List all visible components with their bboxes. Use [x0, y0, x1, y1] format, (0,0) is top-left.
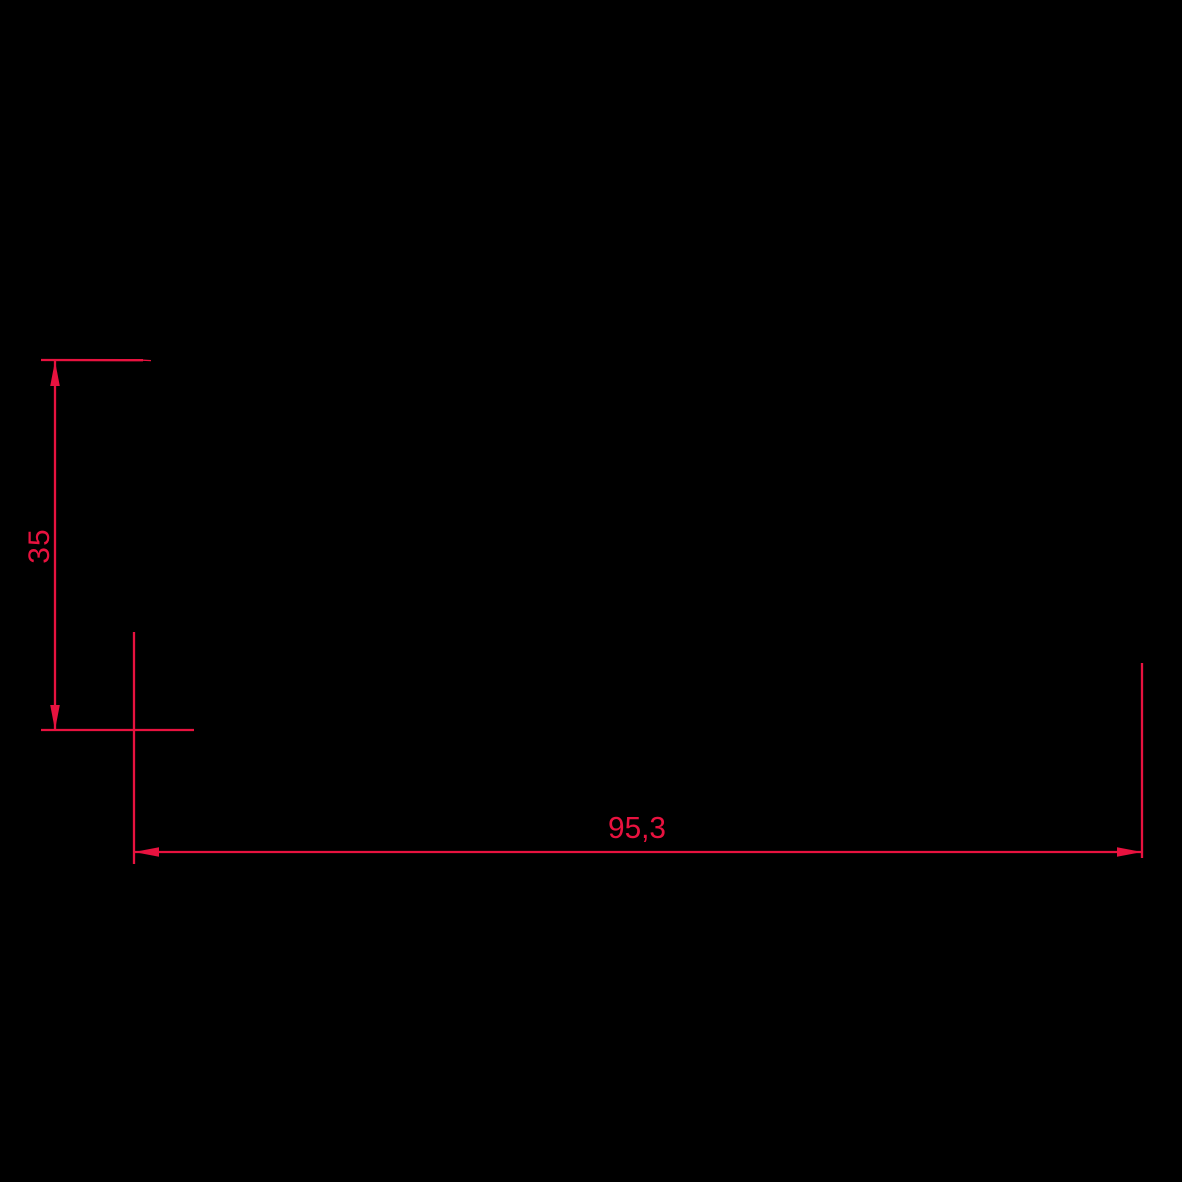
svg-text:35: 35: [23, 528, 56, 563]
svg-text:95,3: 95,3: [608, 810, 666, 845]
